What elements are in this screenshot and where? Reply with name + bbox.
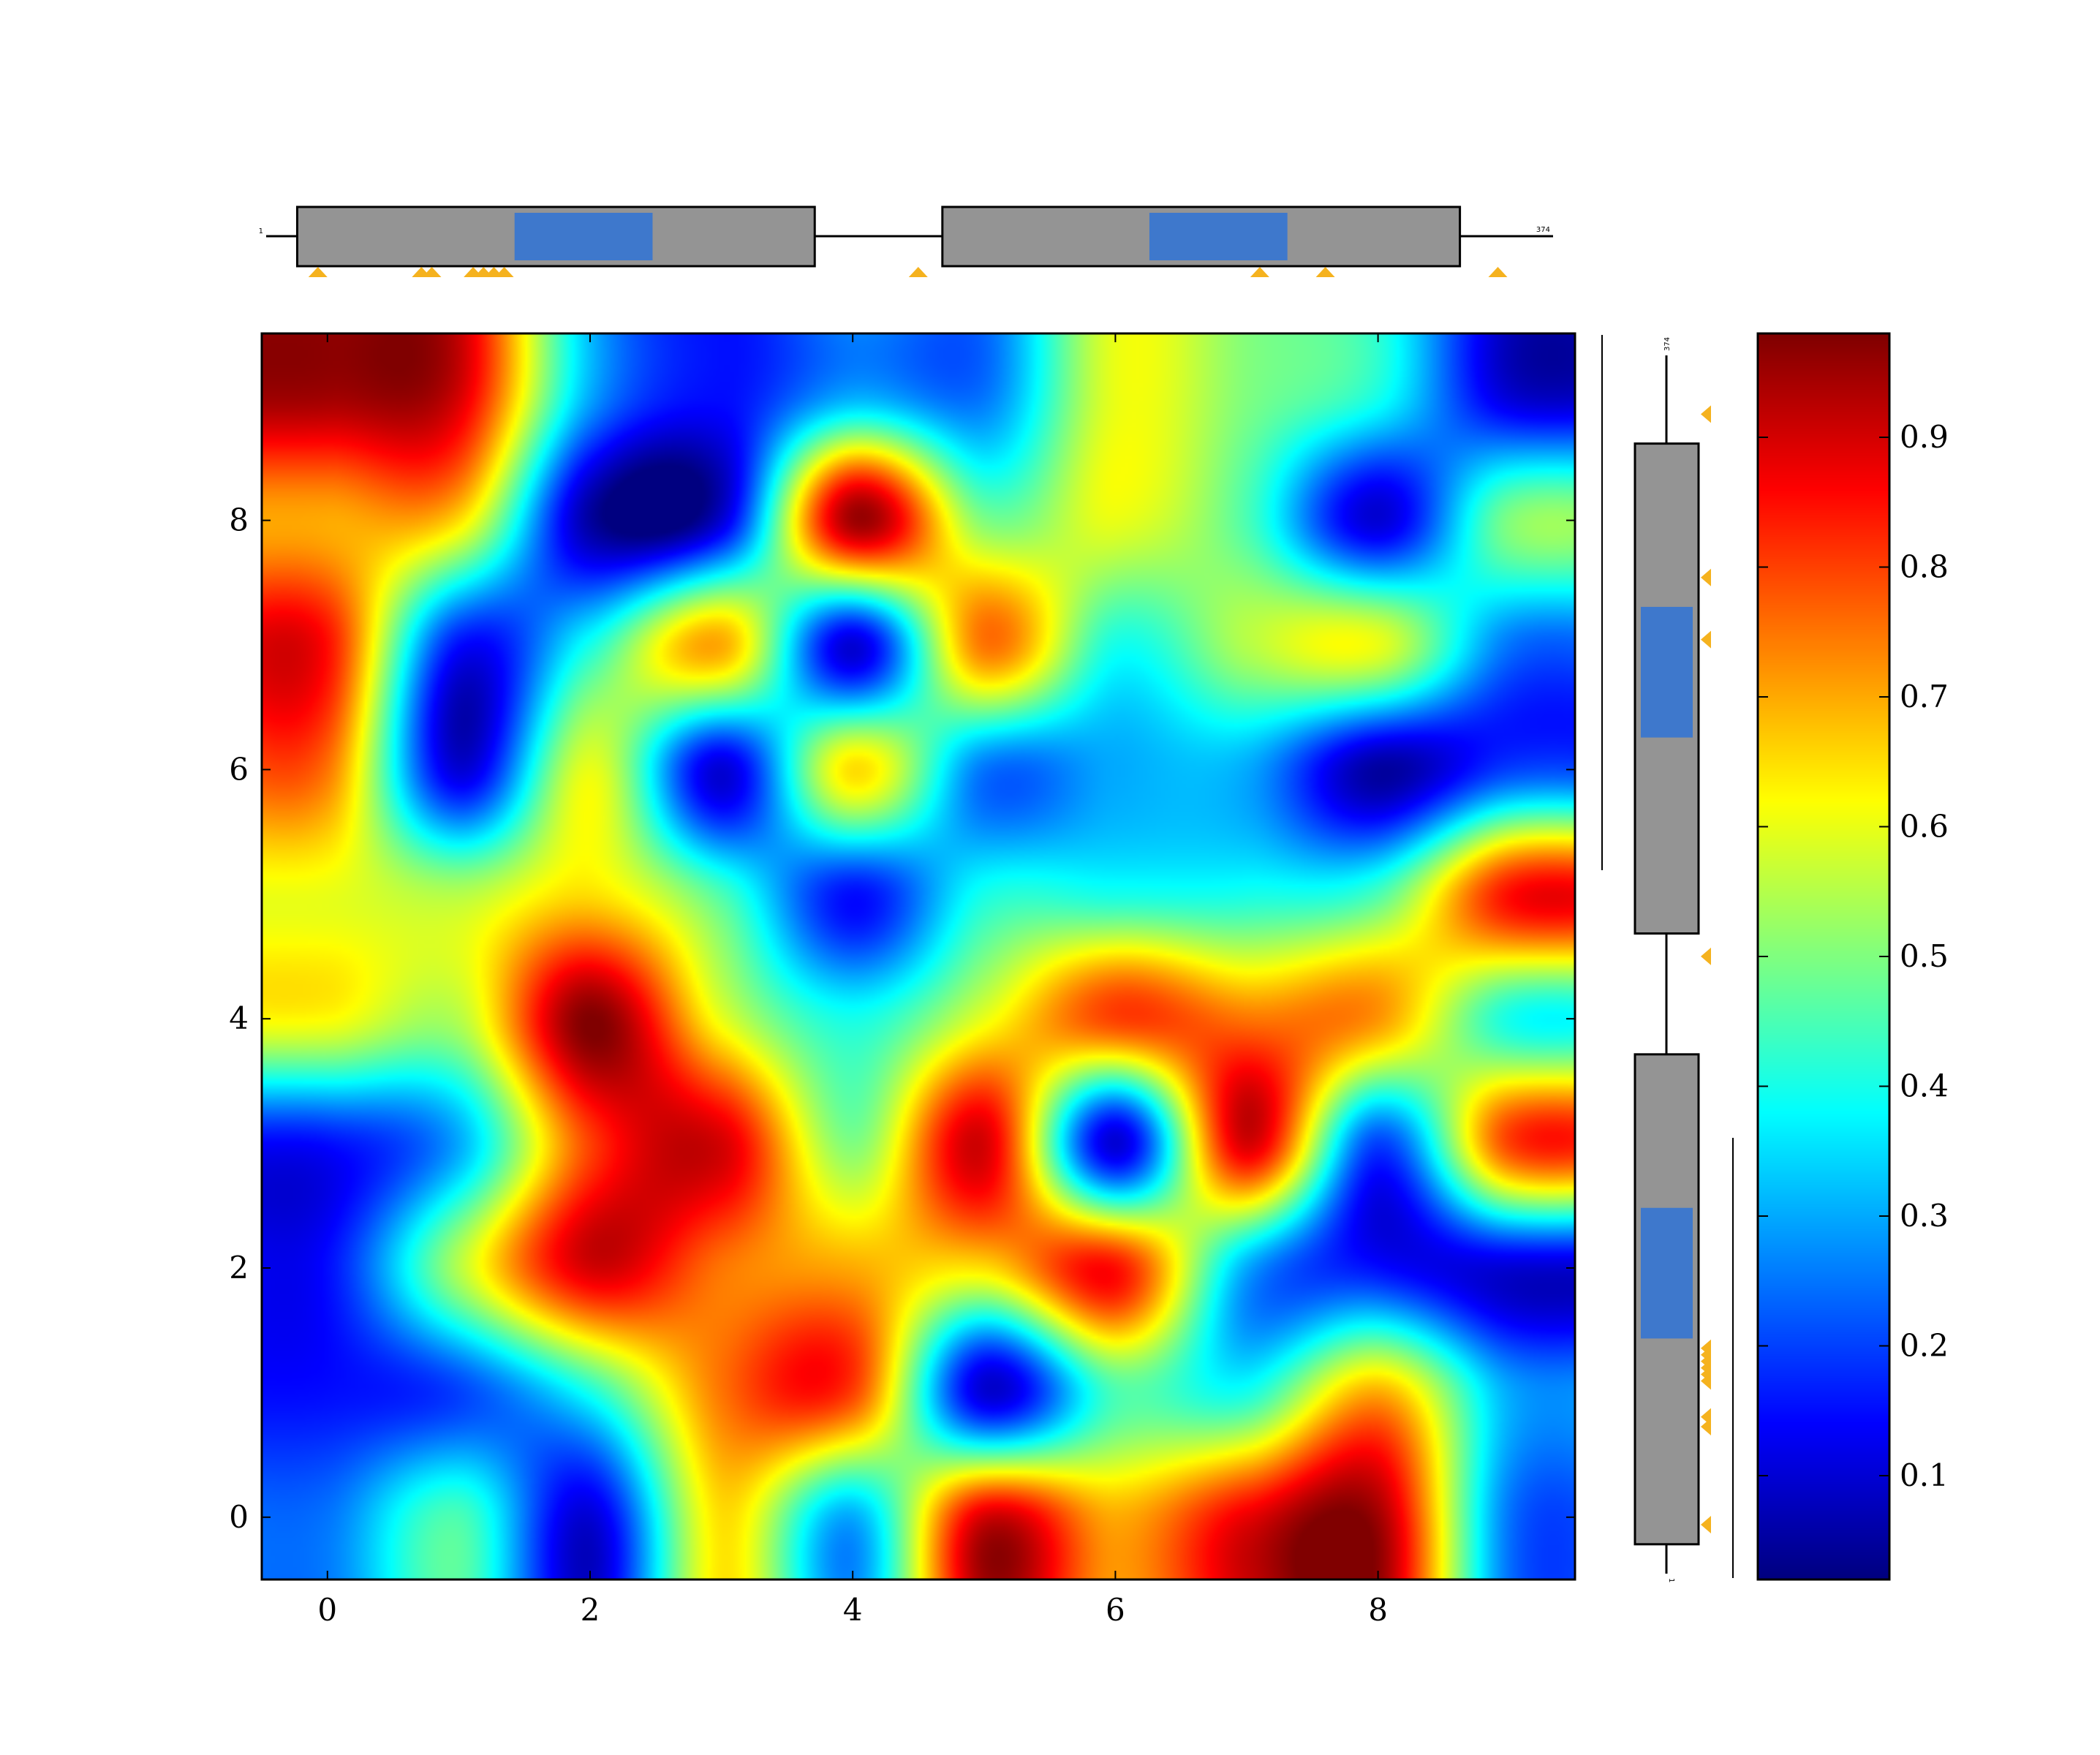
colorbar-tick-label: 0.4 [1900,1068,1949,1104]
colorbar-tick-label: 0.7 [1900,679,1949,714]
x-tick-label: 2 [581,1592,600,1628]
side-track-end-label: 374 [1663,337,1672,351]
side-track-highlights [1641,606,1693,1339]
side-domain-track: 1 374 [1601,335,1734,1582]
x-axis-ticks: 0 2 4 6 8 [317,333,1388,1628]
track-marker [1488,267,1508,277]
colorbar-tick-label: 0.8 [1900,549,1949,585]
y-axis-ticks: 0 2 4 6 8 [229,502,1575,1535]
track-highlight [1641,1207,1693,1339]
colorbar-tick-label: 0.3 [1900,1198,1949,1234]
heatmap-panel: 0 2 4 6 8 0 2 4 6 8 [229,332,1576,1628]
colorbar: 0.1 0.2 0.3 0.4 0.5 0.6 0.7 0.8 0.9 [1756,332,1949,1581]
colorbar-ticks: 0.1 0.2 0.3 0.4 0.5 0.6 0.7 0.8 0.9 [1758,419,1949,1493]
x-tick-label: 8 [1368,1592,1388,1628]
track-marker [1701,1516,1711,1534]
colorbar-tick-label: 0.5 [1900,938,1949,974]
side-track-start-label: 1 [1667,1578,1675,1582]
colorbar-tick-label: 0.9 [1900,419,1949,455]
track-marker [1250,267,1269,277]
y-tick-label: 2 [229,1250,249,1286]
track-marker [422,267,442,277]
track-highlight [514,213,653,260]
y-tick-label: 0 [229,1499,249,1535]
colorbar-tick-label: 0.2 [1900,1328,1949,1364]
track-marker [1315,267,1335,277]
track-highlight [1641,606,1693,738]
heatmap-frame [260,332,1576,1581]
track-marker [308,267,328,277]
track-marker [908,267,928,277]
y-tick-label: 8 [229,502,249,538]
x-tick-label: 4 [843,1592,863,1628]
track-marker [1701,630,1711,649]
track-marker [1701,1408,1711,1426]
track-marker [1701,568,1711,586]
colorbar-gradient [1758,333,1889,1580]
x-tick-label: 6 [1106,1592,1125,1628]
track-marker [494,267,514,277]
x-tick-label: 0 [317,1592,337,1628]
colorbar-tick-label: 0.6 [1900,809,1949,845]
track-marker [1701,405,1711,423]
top-domain-track: 1 374 [259,205,1553,277]
y-tick-label: 4 [229,1000,249,1036]
track-marker [1701,1339,1711,1357]
heatmap-image [262,333,1575,1580]
track-marker [1701,947,1711,965]
top-track-end-label: 374 [1536,226,1550,234]
top-track-start-label: 1 [259,227,263,235]
track-highlight [1149,213,1288,260]
top-track-markers [308,267,1508,277]
top-track-highlights [514,213,1288,260]
y-tick-label: 6 [229,751,249,787]
colorbar-tick-label: 0.1 [1900,1457,1949,1493]
side-track-markers [1701,405,1711,1534]
